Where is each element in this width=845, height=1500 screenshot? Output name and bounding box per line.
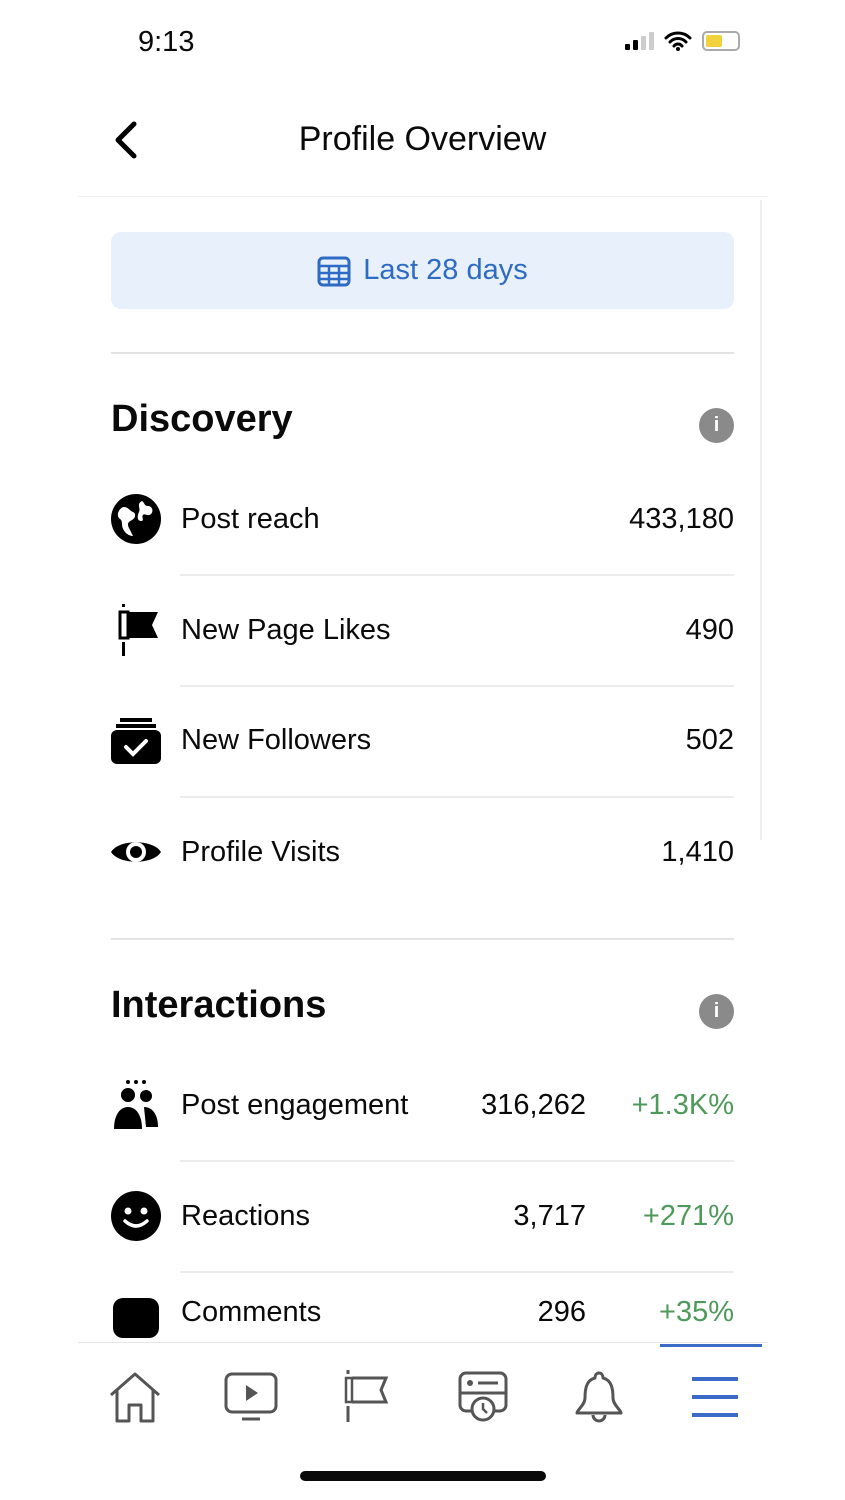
row-divider — [180, 1160, 734, 1162]
divider — [111, 352, 734, 354]
eye-icon — [111, 842, 161, 862]
bell-icon — [575, 1371, 623, 1423]
metric-value: 3,717 — [513, 1199, 586, 1232]
metric-label: Post engagement — [181, 1088, 409, 1121]
metric-comments[interactable]: Comments 296 +35% — [108, 1272, 734, 1342]
metric-value: 490 — [685, 613, 734, 646]
news-icon — [458, 1371, 508, 1422]
metric-post-reach[interactable]: Post reach 433,180 — [108, 464, 734, 574]
wifi-icon — [664, 31, 692, 51]
inbox-check-icon — [111, 718, 161, 764]
metric-new-followers[interactable]: New Followers 502 — [108, 685, 734, 795]
battery-icon — [702, 31, 740, 51]
row-divider — [180, 685, 734, 687]
metric-reactions[interactable]: Reactions 3,717 +271% — [108, 1161, 734, 1271]
flag-icon — [118, 604, 158, 656]
scrollbar[interactable] — [760, 200, 762, 840]
metric-label: Profile Visits — [181, 835, 341, 868]
metric-change: +271% — [642, 1199, 734, 1232]
status-icons — [625, 30, 740, 52]
discovery-title: Discovery — [111, 398, 293, 440]
signal-icon — [625, 32, 654, 50]
nav-news[interactable] — [453, 1362, 513, 1432]
nav-pages[interactable] — [337, 1362, 397, 1432]
active-tab-indicator — [660, 1344, 762, 1347]
metric-label: New Followers — [181, 723, 372, 756]
nav-menu[interactable] — [685, 1362, 745, 1432]
metric-new-page-likes[interactable]: New Page Likes 490 — [108, 575, 734, 685]
discovery-info-icon[interactable]: i — [699, 408, 734, 443]
interactions-info-icon[interactable]: i — [699, 994, 734, 1029]
metric-label: Reactions — [181, 1199, 310, 1232]
metric-change: +1.3K% — [631, 1088, 734, 1121]
metric-label: Post reach — [181, 502, 320, 535]
bottom-nav — [80, 1362, 770, 1442]
metric-value: 1,410 — [661, 835, 734, 868]
chevron-left-icon — [115, 121, 137, 159]
row-divider — [180, 1271, 734, 1273]
status-time: 9:13 — [138, 26, 195, 58]
metric-post-engagement[interactable]: Post engagement 316,262 +1.3K% — [108, 1050, 734, 1160]
page-title: Profile Overview — [298, 120, 547, 158]
date-range-label: Last 28 days — [363, 254, 528, 286]
nav-video[interactable] — [221, 1362, 281, 1432]
calendar-icon — [317, 256, 351, 286]
globe-icon — [111, 494, 161, 544]
nav-home[interactable] — [105, 1362, 165, 1432]
metric-label: New Page Likes — [181, 613, 391, 646]
comment-icon — [113, 1298, 159, 1338]
nav-notifications[interactable] — [569, 1362, 629, 1432]
smiley-icon — [111, 1191, 161, 1241]
people-icon — [114, 1080, 158, 1129]
divider — [111, 938, 734, 940]
metric-value: 502 — [685, 723, 734, 756]
metric-value: 316,262 — [481, 1088, 586, 1121]
interactions-title: Interactions — [111, 984, 327, 1026]
header-divider — [78, 196, 768, 197]
video-icon — [224, 1372, 278, 1421]
home-icon — [110, 1372, 160, 1423]
date-range-button[interactable]: Last 28 days — [111, 232, 734, 309]
metric-change: +35% — [659, 1296, 734, 1328]
pages-flag-icon — [344, 1370, 389, 1422]
nav-divider — [78, 1342, 768, 1343]
row-divider — [180, 796, 734, 798]
home-indicator — [300, 1471, 546, 1481]
metric-value: 296 — [537, 1296, 586, 1328]
menu-icon — [692, 1377, 738, 1417]
row-divider — [180, 574, 734, 576]
metric-profile-visits[interactable]: Profile Visits 1,410 — [108, 797, 734, 907]
back-button[interactable] — [112, 120, 140, 171]
metric-label: Comments — [181, 1296, 322, 1328]
metric-value: 433,180 — [629, 502, 734, 535]
